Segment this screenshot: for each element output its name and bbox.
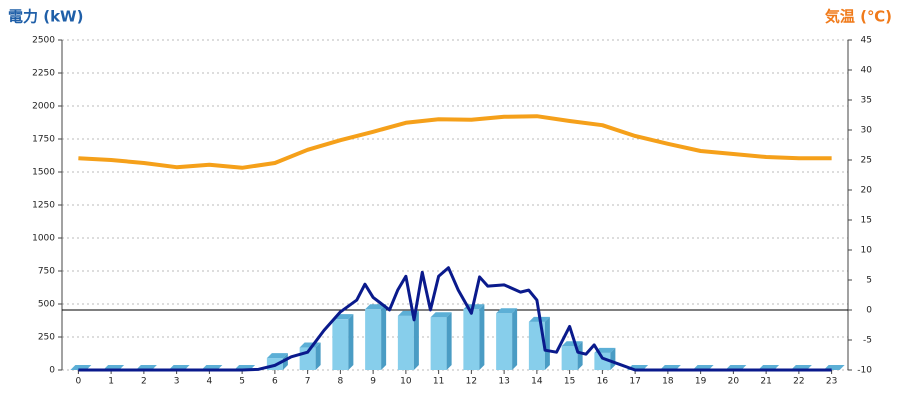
bar-top [365, 304, 387, 310]
x-tick-label: 10 [400, 377, 412, 387]
bar [528, 321, 545, 370]
x-tick-label: 4 [207, 377, 213, 387]
y-tick-label: 2000 [32, 102, 55, 112]
y2-tick-label: 10 [861, 246, 873, 256]
y-tick-label: 500 [38, 300, 55, 310]
y2-tick-label: -5 [863, 336, 872, 346]
bar-top [266, 353, 288, 359]
y2-tick-label: 15 [861, 216, 872, 226]
x-tick-label: 0 [76, 377, 82, 387]
x-tick-label: 7 [305, 377, 311, 387]
bar-top [430, 312, 452, 318]
x-tick-label: 13 [498, 377, 509, 387]
x-tick-label: 20 [728, 377, 740, 387]
y-tick-label: 0 [49, 366, 55, 376]
bar-top [496, 308, 518, 314]
bar-side [446, 312, 452, 370]
y-tick-label: 750 [38, 267, 55, 277]
bar [496, 313, 513, 370]
y2-tick-label: -10 [857, 366, 872, 376]
y-tick-label: 2500 [32, 36, 55, 46]
x-tick-label: 15 [564, 377, 575, 387]
x-tick-label: 19 [695, 377, 707, 387]
x-tick-label: 8 [338, 377, 344, 387]
bar [561, 346, 578, 370]
x-tick-label: 6 [272, 377, 278, 387]
x-tick-label: 1 [108, 377, 114, 387]
bar [594, 352, 611, 370]
bar-side [512, 308, 518, 370]
bar-side [577, 341, 583, 370]
line [78, 114, 832, 170]
bar [397, 315, 414, 370]
y-tick-label: 250 [38, 333, 55, 343]
y2-tick-label: 0 [866, 306, 872, 316]
x-tick-label: 21 [760, 377, 771, 387]
y2-tick-label: 45 [861, 36, 872, 46]
bar-side [413, 310, 419, 370]
bar [463, 309, 480, 370]
y2-tick-label: 20 [861, 186, 873, 196]
x-tick-label: 2 [141, 377, 147, 387]
bar-side [315, 342, 321, 370]
x-tick-label: 17 [629, 377, 640, 387]
bar-side [544, 316, 550, 370]
y-axis-title: 電力 (kW) [8, 8, 83, 26]
y2-tick-label: 5 [866, 276, 872, 286]
x-tick-label: 11 [433, 377, 444, 387]
bar-side [348, 314, 354, 370]
x-tick-label: 23 [826, 377, 837, 387]
bar-side [610, 347, 616, 370]
y2-tick-label: 30 [861, 126, 873, 136]
x-tick-label: 22 [793, 377, 804, 387]
x-tick-label: 12 [466, 377, 477, 387]
y2-tick-label: 25 [861, 156, 872, 166]
y2-tick-label: 35 [861, 96, 872, 106]
bar [430, 317, 447, 370]
bar [365, 309, 382, 370]
y-tick-label: 1000 [32, 234, 55, 244]
y2-axis-title: 気温 (℃) [825, 8, 892, 26]
y-tick-label: 1250 [32, 201, 55, 211]
y-tick-label: 2250 [32, 69, 55, 79]
x-tick-label: 5 [239, 377, 245, 387]
line [78, 266, 832, 372]
y-tick-label: 1750 [32, 135, 55, 145]
x-tick-label: 14 [531, 377, 543, 387]
x-tick-label: 3 [174, 377, 180, 387]
x-tick-label: 18 [662, 377, 674, 387]
bar-side [479, 304, 485, 370]
bar-side [381, 304, 387, 370]
x-tick-label: 16 [597, 377, 609, 387]
y2-tick-label: 40 [861, 66, 873, 76]
y-tick-label: 1500 [32, 168, 55, 178]
bar [332, 319, 349, 370]
x-tick-label: 9 [370, 377, 376, 387]
bar-top [561, 341, 583, 347]
